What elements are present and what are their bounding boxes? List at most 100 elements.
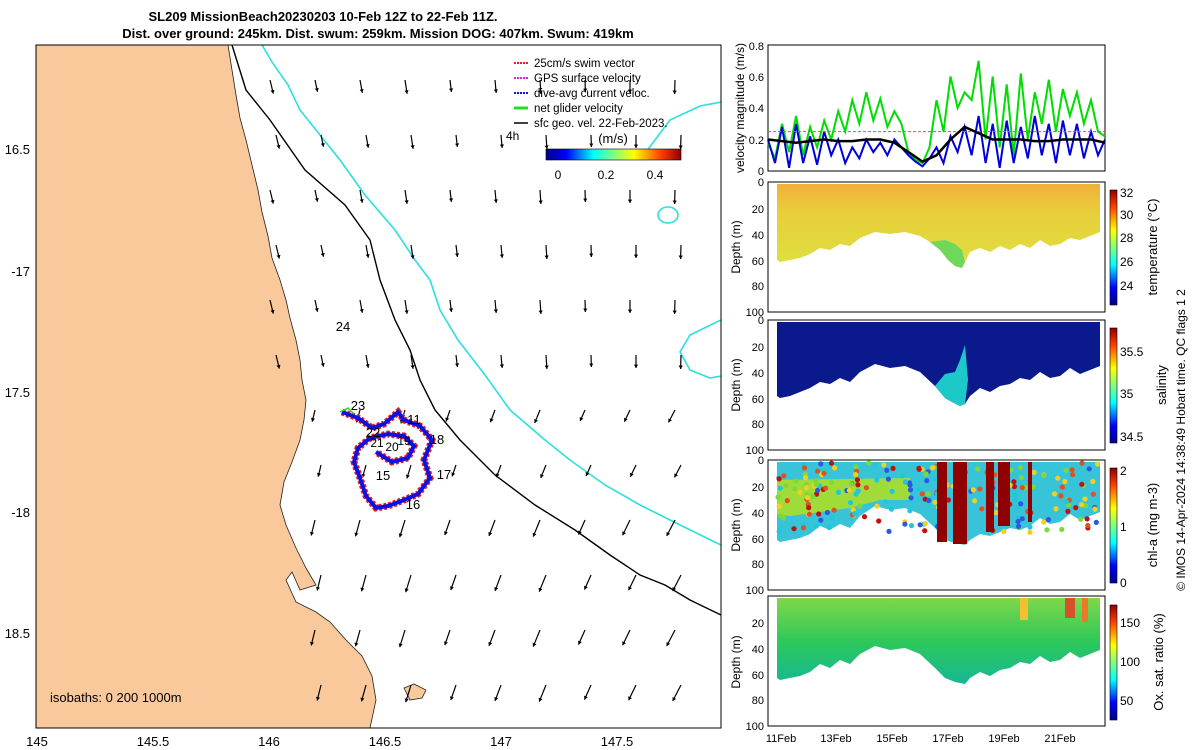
chla-high-2 [953, 462, 967, 544]
ox-cbar-tick-150: 150 [1120, 616, 1140, 630]
salinity-field [777, 322, 1100, 406]
velocity-arrow-head [544, 255, 549, 259]
chla-point [1079, 481, 1085, 487]
chla-point [777, 485, 783, 491]
temp-y-tick-40: 40 [752, 230, 764, 242]
map-y-tick-17: -17 [11, 264, 30, 279]
velocity-series [767, 60, 1106, 168]
velocity-series-3 [767, 125, 1106, 164]
chla-point [908, 523, 915, 529]
velocity-arrow-head [495, 473, 500, 478]
velocity-arrow-head [404, 200, 409, 204]
temperature-ylabel: Depth (m) [729, 220, 743, 273]
chla-point [926, 497, 932, 504]
velocity-arrow-head [494, 587, 499, 591]
legend-item-dive-avg: dive-avg current veloc. [514, 88, 650, 100]
x-tick-11Feb: 11Feb [766, 733, 796, 745]
chla-point [781, 473, 787, 479]
chla-point [801, 465, 808, 471]
velocity-arrow-head [678, 145, 683, 149]
chla-y-tick-40: 40 [752, 508, 764, 520]
sal-cbar-tick-35: 35 [1120, 387, 1134, 401]
chla-point [803, 475, 809, 481]
chla-point [783, 483, 789, 489]
chla-y-tick-100: 100 [746, 585, 764, 597]
map-legend: 25cm/s swim vector GPS surface velocity … [506, 58, 682, 182]
velocity-arrow-head [310, 531, 314, 536]
vel-y-tick-0.6: 0.6 [749, 72, 764, 84]
isobath-200m [231, 45, 721, 616]
sal-cbar-tick-35.5: 35.5 [1120, 345, 1144, 359]
chla-point [993, 509, 999, 516]
chla-point [829, 479, 835, 485]
chla-point [855, 488, 861, 494]
velocity-arrow-head [578, 530, 582, 535]
chla-point [1014, 505, 1020, 511]
velocity-arrow-head [583, 198, 588, 202]
velocity-arrow-head [455, 253, 460, 257]
velocity-arrow-head [404, 90, 409, 94]
velocity-arrow-head [449, 198, 454, 202]
velocity-arrow-head [499, 254, 504, 258]
chla-clabel: chl-a (mg m-3) [1145, 483, 1160, 568]
temperature-field [777, 184, 1100, 268]
oxygen-field [777, 598, 1100, 684]
chla-point [804, 485, 810, 491]
velocity-arrow-head [589, 253, 594, 257]
track-green [339, 407, 355, 415]
velocity-ylabel: velocity magnitude (m/s) [733, 43, 747, 173]
chla-point [907, 508, 913, 514]
velocity-arrow-head [276, 364, 281, 369]
velocity-arrow-head [544, 365, 549, 369]
vel-y-tick-0.2: 0.2 [749, 135, 764, 147]
velocity-arrow-head [633, 144, 639, 148]
ox-y-tick-20: 20 [752, 618, 764, 630]
chla-point [1011, 479, 1017, 485]
chla-point [1094, 461, 1101, 467]
velocity-arrow-head [499, 364, 504, 368]
chla-point [818, 517, 824, 523]
velocity-arrow-head [398, 643, 403, 648]
chla-point [916, 486, 922, 492]
chla-point [854, 477, 861, 483]
velocity-arrow-head [451, 472, 456, 477]
salinity-fresh-surface [935, 345, 968, 406]
chla-point [885, 476, 892, 482]
chla-point [1092, 506, 1098, 512]
chla-point [835, 489, 842, 495]
sal-y-tick-100: 100 [746, 445, 764, 457]
chla-point [1041, 472, 1047, 479]
velocity-arrow-head [674, 473, 678, 478]
chla-point [1044, 527, 1050, 533]
chla-point [810, 493, 816, 500]
chla-point [902, 479, 909, 485]
velocity-arrow-head [450, 696, 454, 701]
velocity-arrow-head [627, 89, 633, 93]
velocity-arrow-head [488, 532, 493, 536]
day-label-17: 17 [437, 467, 451, 482]
velocity-arrow-head [672, 697, 677, 701]
chla-point [1086, 466, 1092, 472]
chla-point [784, 498, 790, 504]
chla-point [1018, 501, 1024, 507]
map-y-tick-18.5: 18.5 [5, 626, 30, 641]
map-y-tick-17.5: 17.5 [5, 385, 30, 400]
velocity-arrow-head [668, 418, 672, 423]
velocity-arrow-head [584, 585, 588, 590]
chla-point [1093, 519, 1099, 526]
velocity-arrow-head [455, 143, 460, 147]
chla-point [1015, 518, 1021, 525]
map-x-tick-146.5: 146.5 [369, 734, 402, 749]
chla-point [884, 467, 890, 473]
velocity-arrow-head [455, 363, 460, 367]
chla-point [793, 478, 799, 484]
velocity-arrow-head [317, 472, 321, 477]
chla-point [816, 511, 822, 517]
velocity-arrow-head [404, 698, 409, 703]
velocity-arrow-head [410, 365, 415, 369]
chla-point [1085, 522, 1091, 529]
velocity-arrow-head [316, 696, 320, 701]
day-label-22: 22 [366, 425, 380, 440]
velocity-arrow-head [628, 696, 632, 701]
chla-point [1016, 523, 1022, 530]
